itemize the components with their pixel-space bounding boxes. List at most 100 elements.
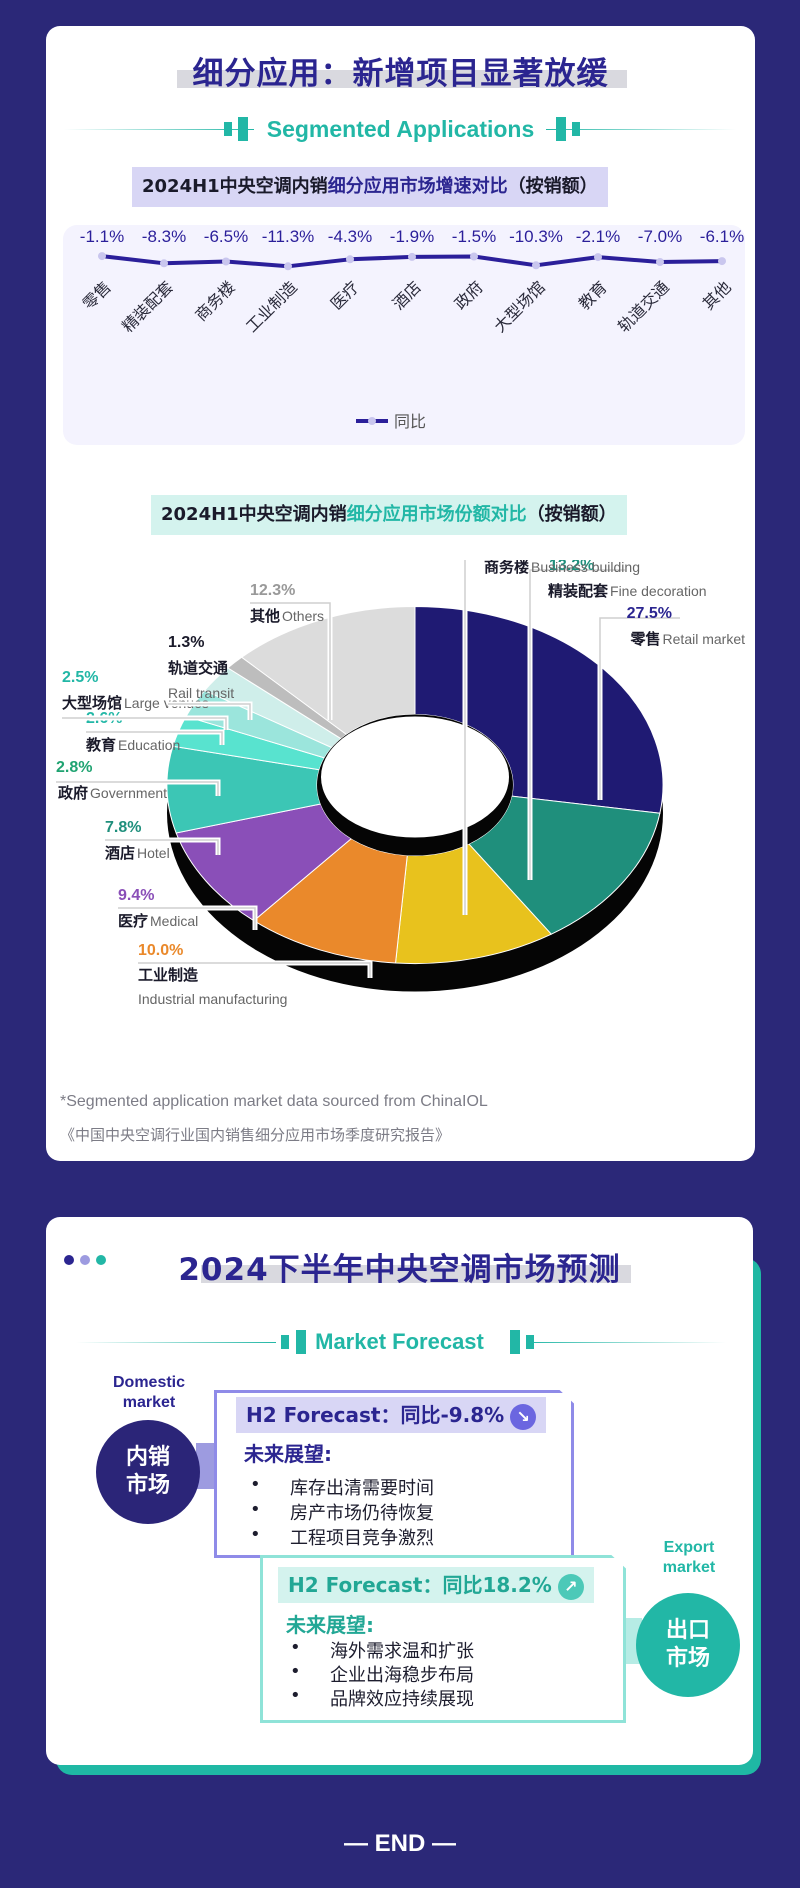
export-outlook-label: 未来展望: xyxy=(286,1613,374,1637)
growth-point xyxy=(594,253,602,262)
domestic-outlook-item: 房产市场仍待恢复 xyxy=(250,1499,434,1525)
growth-point xyxy=(160,259,168,268)
growth-point xyxy=(222,257,230,266)
slice-percent-label: 12.3% xyxy=(250,582,295,599)
forecast-title: 2024下半年中央空调市场预测 xyxy=(178,1252,621,1288)
growth-category-label: 酒店 xyxy=(389,277,425,313)
growth-category-label: 精装配套 xyxy=(118,277,177,336)
growth-category-label: 教育 xyxy=(575,277,611,313)
decor-square xyxy=(296,1330,306,1354)
export-forecast-head: H2 Forecast：同比18.2% ↗ xyxy=(278,1567,594,1603)
growth-data-label: -8.3% xyxy=(142,227,186,246)
leader-line xyxy=(138,962,371,978)
growth-data-label: -1.5% xyxy=(452,227,496,246)
circle-text: 市场 xyxy=(665,1646,710,1671)
decor-square xyxy=(281,1335,289,1349)
chart-title-part: （按销额） xyxy=(526,504,617,525)
circle-text: 出口 xyxy=(665,1618,710,1643)
arrow-down-right-icon: ↘ xyxy=(510,1403,537,1430)
slice-name-label: 轨道交通 xyxy=(168,659,228,677)
slice-english-label: Rail transit xyxy=(168,685,234,701)
slice-name-label: 医疗 xyxy=(118,912,148,930)
growth-category-label: 工业制造 xyxy=(242,277,301,336)
export-circle: 出口 市场 xyxy=(636,1593,740,1697)
leader-line xyxy=(56,781,219,796)
leader-line xyxy=(168,703,251,720)
slice-english-label: Others xyxy=(282,608,324,624)
slice-english-label: Large venues xyxy=(124,695,209,711)
leader-line xyxy=(86,731,223,745)
growth-point xyxy=(470,252,478,261)
chart-title-highlight: 细分应用市场增速对比 xyxy=(327,176,508,197)
growth-data-label: -6.5% xyxy=(204,227,248,246)
growth-data-label: -2.1% xyxy=(576,227,620,246)
decor-square xyxy=(224,122,232,136)
label-line: Domestic xyxy=(112,1374,186,1391)
end-marker: — END — xyxy=(343,1830,456,1857)
growth-point xyxy=(532,261,540,270)
domestic-yoy: 同比-9.8% xyxy=(400,1403,505,1427)
head-prefix: H2 Forecast： xyxy=(288,1573,443,1597)
growth-category-label: 其他 xyxy=(699,277,735,313)
divider-left xyxy=(64,129,254,130)
slice-percent-label: 10.0% xyxy=(138,942,183,959)
label-line: market xyxy=(662,1559,716,1576)
slice-name-label: 教育 xyxy=(85,736,116,754)
head-prefix: H2 Forecast： xyxy=(246,1403,401,1427)
leader-line xyxy=(529,569,625,880)
share-chart-title: 2024H1中央空调内销细分应用市场份额对比（按销额） xyxy=(151,495,627,535)
legend-label: 同比 xyxy=(394,412,426,431)
chart-title-highlight: 细分应用市场份额对比 xyxy=(346,504,527,525)
leader-line xyxy=(250,602,331,720)
divider-right xyxy=(546,129,736,130)
export-label: Export market xyxy=(634,1538,744,1578)
growth-category-label: 政府 xyxy=(451,277,487,313)
slice-percent-label: 27.5% xyxy=(627,605,672,622)
slice-name-label: 精装配套 xyxy=(548,582,609,600)
leader-line xyxy=(464,560,466,915)
slice-name-label: 零售 xyxy=(630,630,661,648)
share-donut-chart: 27.5% 零售 Retail market 13.2% 精装配套 Fine decora… xyxy=(56,560,746,1007)
domestic-outlook-item: 工程项目竞争激烈 xyxy=(250,1524,434,1550)
growth-data-label: -7.0% xyxy=(638,227,682,246)
dot xyxy=(80,1255,90,1265)
leader-line xyxy=(118,907,256,930)
circle-text: 市场 xyxy=(125,1473,170,1498)
decor-square xyxy=(510,1330,520,1354)
title-highlight-bar xyxy=(201,1265,631,1283)
circle-text: 内销 xyxy=(125,1445,170,1470)
slice-name-label: 其他 xyxy=(250,607,280,625)
slice-english-label: Retail market xyxy=(663,631,746,647)
growth-chart-panel: -1.1% 零售 -8.3% 精装配套 -6.5% 商务楼 -11.3% 工业制造 -4.3% 医… xyxy=(63,225,745,445)
export-outlook-item: 企业出海稳步布局 xyxy=(290,1661,474,1687)
slice-english-label: Medical xyxy=(150,913,198,929)
dot xyxy=(64,1255,74,1265)
growth-category-label: 轨道交通 xyxy=(614,277,673,336)
growth-category-label: 商务楼 xyxy=(191,277,238,324)
source-report-name: 《中国中央空调行业国内销售细分应用市场季度研究报告》 xyxy=(60,1126,451,1144)
slice-percent-label: 2.5% xyxy=(62,669,98,686)
growth-category-label: 大型场馆 xyxy=(490,277,549,336)
slice-percent-label: 1.3% xyxy=(168,634,204,651)
slice-english-label: Government xyxy=(90,785,167,801)
slice-percent-label: 2.8% xyxy=(56,759,92,776)
divider-left xyxy=(76,1342,276,1343)
chart-title-part: （按销额） xyxy=(507,176,598,197)
slice-name-label: 政府 xyxy=(58,784,88,802)
growth-point xyxy=(98,252,106,261)
divider-right xyxy=(526,1342,726,1343)
decor-square xyxy=(238,117,248,141)
growth-data-label: -6.1% xyxy=(700,227,744,246)
forecast-subtitle: Market Forecast xyxy=(315,1329,484,1354)
dot xyxy=(96,1255,106,1265)
slice-percent-label: 13.2% xyxy=(549,560,594,574)
slice-name-label: 大型场馆 xyxy=(62,694,122,712)
slice-english-label: Fine decoration xyxy=(610,583,707,599)
label-line: Export xyxy=(663,1539,715,1556)
growth-point xyxy=(656,258,664,266)
slice-english-label: Industrial manufacturing xyxy=(138,991,287,1007)
chart-title-part: 2024H1中央空调内销 xyxy=(142,176,328,197)
slice-name-label: 工业制造 xyxy=(138,966,198,984)
growth-point xyxy=(284,262,292,271)
growth-point xyxy=(346,255,354,264)
